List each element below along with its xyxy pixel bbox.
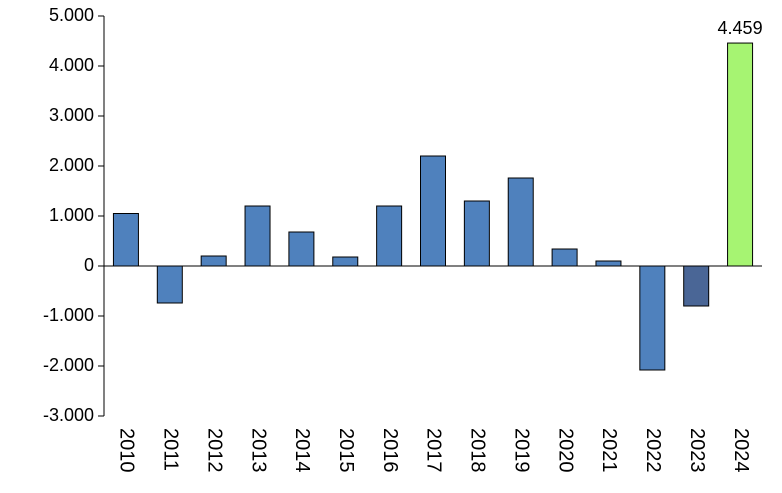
x-tick-label: 2015 (335, 428, 357, 473)
x-tick-label: 2013 (247, 428, 269, 473)
y-tick-label: 0 (84, 255, 94, 275)
x-tick-label: 2010 (116, 428, 138, 473)
x-tick-label: 2011 (160, 428, 182, 471)
x-tick-label: 2021 (598, 428, 620, 473)
x-tick-label: 2018 (467, 428, 489, 473)
bar (595, 260, 622, 267)
data-label: 4.459 (718, 18, 763, 38)
x-tick-label: 2017 (423, 428, 445, 473)
x-tick-label: 2022 (642, 428, 664, 473)
bar (507, 177, 534, 267)
bar (727, 42, 754, 267)
x-tick-label: 2016 (379, 428, 401, 473)
y-tick-label: 4.000 (49, 55, 94, 75)
bar (683, 265, 710, 307)
y-tick-label: 5.000 (49, 5, 94, 25)
x-tick-label: 2012 (203, 428, 225, 473)
x-tick-label: 2020 (554, 428, 576, 473)
x-tick-label: 2023 (686, 428, 708, 473)
bar (288, 231, 315, 267)
y-tick-label: -1.000 (43, 305, 94, 325)
bar (376, 205, 403, 267)
y-tick-label: -2.000 (43, 355, 94, 375)
bar (332, 256, 359, 267)
y-tick-label: 2.000 (49, 155, 94, 175)
y-tick-label: 3.000 (49, 105, 94, 125)
y-tick-label: -3.000 (43, 405, 94, 425)
y-tick-label: 1.000 (49, 205, 94, 225)
x-tick-label: 2024 (730, 428, 752, 473)
bar (639, 265, 666, 371)
x-tick-label: 2019 (510, 428, 532, 473)
bar (551, 248, 578, 267)
bar (244, 205, 271, 267)
bar (420, 155, 446, 267)
bar (156, 265, 183, 304)
bar (200, 255, 227, 267)
bar (463, 200, 490, 267)
x-tick-label: 2014 (291, 428, 313, 473)
bar (112, 213, 139, 267)
